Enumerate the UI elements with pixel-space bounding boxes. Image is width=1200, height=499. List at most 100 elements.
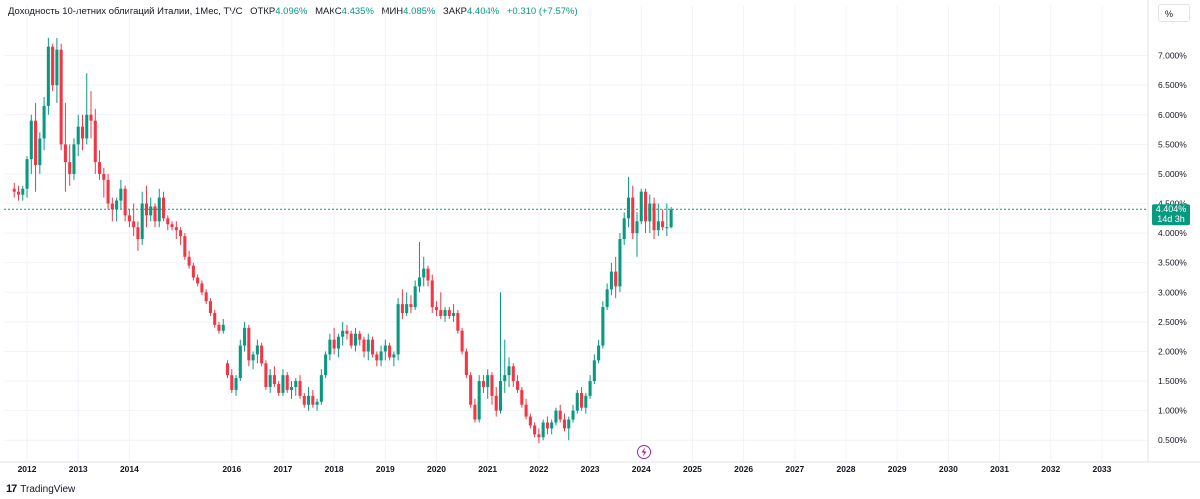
- candle: [16, 185, 21, 201]
- y-tick-label: 0.500%: [1158, 435, 1187, 445]
- candle: [127, 209, 131, 228]
- y-tick-label: 2.500%: [1158, 317, 1187, 327]
- candle-body: [46, 46, 50, 106]
- candle-body: [277, 384, 281, 393]
- candle-body: [541, 422, 545, 438]
- candle: [417, 242, 421, 293]
- candle: [200, 280, 204, 296]
- candle: [609, 262, 613, 296]
- candle: [166, 215, 170, 231]
- candle: [396, 298, 400, 361]
- candle: [332, 327, 336, 355]
- candle-body: [520, 389, 524, 405]
- candle: [140, 191, 144, 245]
- candle-body: [554, 410, 558, 423]
- candle-body: [349, 333, 353, 346]
- candle: [379, 345, 383, 367]
- candle: [533, 422, 537, 438]
- candle: [157, 188, 161, 228]
- candle: [221, 318, 225, 334]
- candle-body: [498, 381, 503, 411]
- percent-scale-button[interactable]: %: [1158, 4, 1190, 22]
- legend-close-value: 4.404%: [466, 6, 500, 17]
- chart-legend: Доходность 10-летних облигаций Италии, 1…: [8, 6, 578, 20]
- lightning-icon[interactable]: [637, 445, 651, 459]
- candle-body: [221, 324, 225, 331]
- candle-body: [191, 265, 195, 278]
- y-tick-label: 7.000%: [1158, 51, 1187, 61]
- candle: [537, 428, 541, 444]
- candle: [481, 375, 485, 393]
- candle-body: [328, 339, 332, 355]
- candle-body: [93, 120, 97, 163]
- y-tick-label: 2.000%: [1158, 346, 1187, 356]
- candle: [366, 333, 370, 361]
- candle-body: [136, 227, 140, 240]
- candle: [507, 357, 511, 387]
- candle-body: [533, 425, 537, 435]
- candle-body: [639, 191, 643, 222]
- candle-body: [34, 120, 38, 166]
- candle-body: [187, 256, 191, 266]
- y-tick-label: 1.500%: [1158, 376, 1187, 386]
- candle-body: [643, 191, 648, 222]
- candle-body: [115, 200, 119, 210]
- candle: [149, 197, 153, 222]
- candle-body: [422, 268, 426, 278]
- candle: [183, 233, 187, 260]
- candle: [46, 37, 50, 115]
- candle-body: [665, 227, 669, 229]
- candle: [626, 176, 631, 228]
- candle: [464, 348, 468, 379]
- candle-body: [584, 395, 588, 408]
- candle: [102, 168, 106, 198]
- candle-body: [51, 46, 55, 86]
- candle-body: [452, 313, 456, 316]
- candle-body: [243, 327, 247, 346]
- candle-body: [247, 327, 251, 361]
- candle: [25, 156, 29, 198]
- candle-body: [307, 395, 311, 405]
- x-tick-label: 2029: [888, 464, 907, 474]
- candle-body: [400, 304, 404, 314]
- candle: [516, 375, 520, 393]
- candle: [63, 102, 67, 192]
- candle: [38, 132, 42, 174]
- candle-body: [102, 173, 106, 180]
- candle: [174, 221, 178, 240]
- candle-body: [413, 286, 417, 308]
- candle: [588, 375, 592, 399]
- candle: [422, 256, 426, 287]
- candle-body: [353, 333, 358, 346]
- candle: [123, 185, 127, 222]
- candle: [524, 398, 528, 420]
- candle: [486, 369, 490, 399]
- candle: [170, 221, 174, 231]
- candle-body: [571, 410, 575, 420]
- candle: [392, 351, 396, 367]
- candle-body: [669, 209, 673, 228]
- candle: [260, 342, 264, 367]
- legend-low-value: 4.085%: [403, 6, 436, 17]
- x-tick-label: 2024: [632, 464, 651, 474]
- candle: [225, 360, 230, 379]
- candle: [614, 256, 618, 299]
- candle-body: [626, 197, 631, 219]
- candle-body: [494, 395, 498, 411]
- candle-body: [238, 345, 242, 379]
- candle: [76, 114, 80, 157]
- candle-body: [161, 197, 166, 219]
- candle: [643, 188, 648, 234]
- tradingview-brand[interactable]: 17 TradingView: [6, 483, 75, 495]
- candle-body: [29, 120, 33, 160]
- candle: [353, 327, 358, 352]
- candle-body: [635, 221, 639, 234]
- candle: [550, 419, 554, 435]
- x-tick-label: 2027: [785, 464, 804, 474]
- candle-body: [456, 313, 460, 331]
- candle: [371, 336, 375, 358]
- candle-body: [618, 239, 622, 287]
- candle-body: [285, 375, 289, 390]
- candle-body: [388, 345, 392, 358]
